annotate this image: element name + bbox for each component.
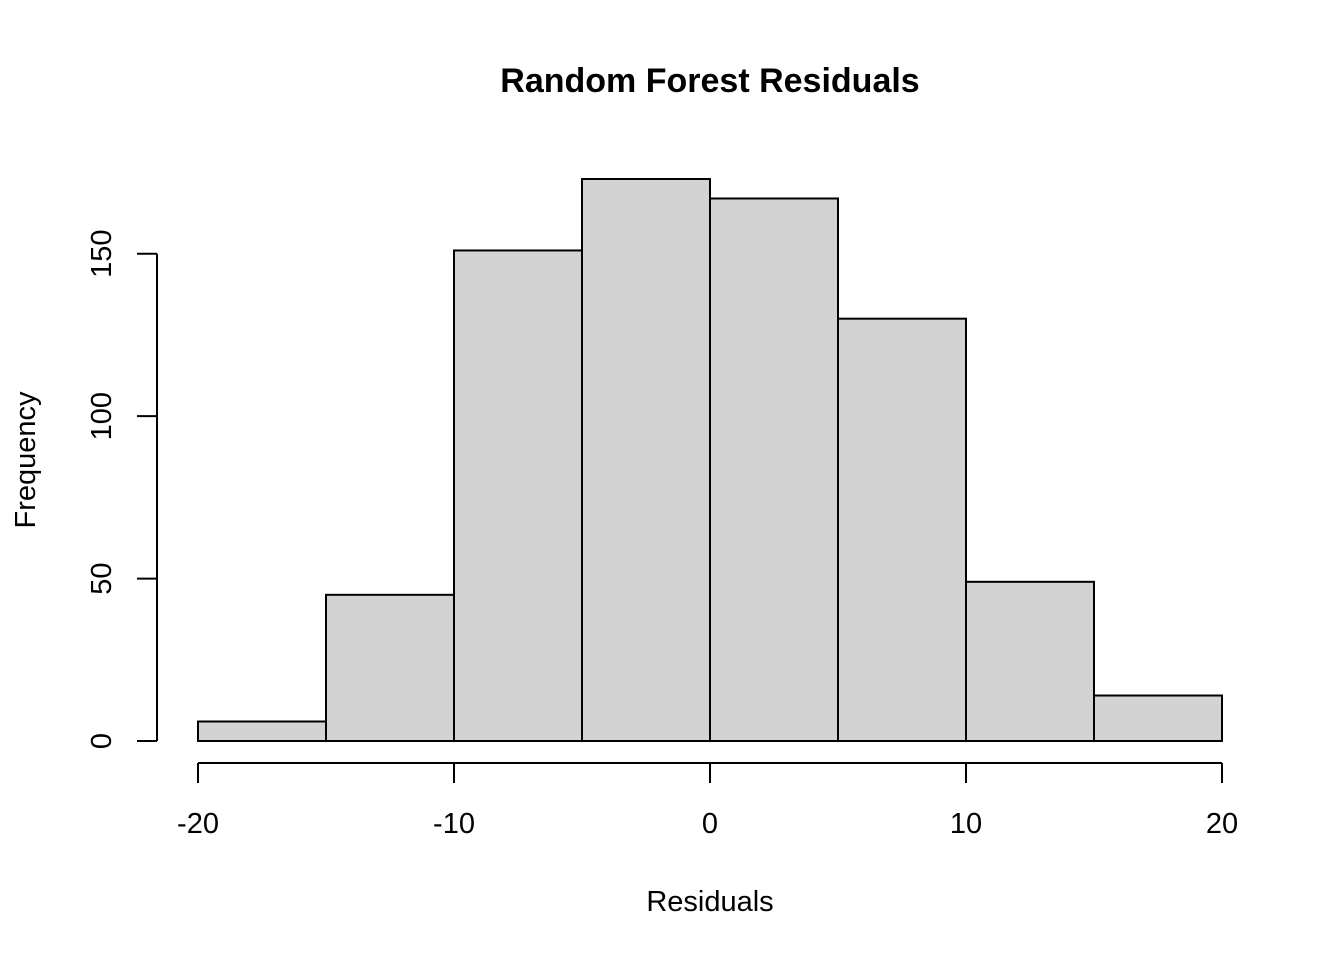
x-tick-label: 20	[1206, 808, 1238, 840]
bars-group	[197, 178, 1223, 742]
y-axis-label: Frequency	[10, 391, 42, 529]
x-tick-label: 10	[950, 808, 982, 840]
x-axis: -20 -10 0 10 20	[177, 762, 1238, 840]
histogram-bar	[709, 197, 839, 742]
histogram-bar	[837, 317, 967, 742]
x-axis-label: Residuals	[646, 886, 773, 918]
histogram-bar	[581, 178, 711, 742]
x-tick-label: -20	[177, 808, 219, 840]
y-tick-label: 0	[86, 733, 118, 749]
x-tick-label: -10	[433, 808, 475, 840]
y-tick-label: 50	[86, 562, 118, 594]
histogram-bar	[453, 249, 583, 742]
histogram-bar	[1093, 694, 1223, 742]
histogram-bar	[197, 720, 327, 742]
chart-title: Random Forest Residuals	[500, 62, 919, 100]
y-tick-label: 100	[86, 392, 118, 440]
y-tick-label: 150	[86, 230, 118, 278]
histogram-bar	[325, 593, 455, 742]
x-tick-label: 0	[702, 808, 718, 840]
histogram-bar	[965, 580, 1095, 742]
y-axis: 0 50 100 150	[86, 230, 158, 749]
